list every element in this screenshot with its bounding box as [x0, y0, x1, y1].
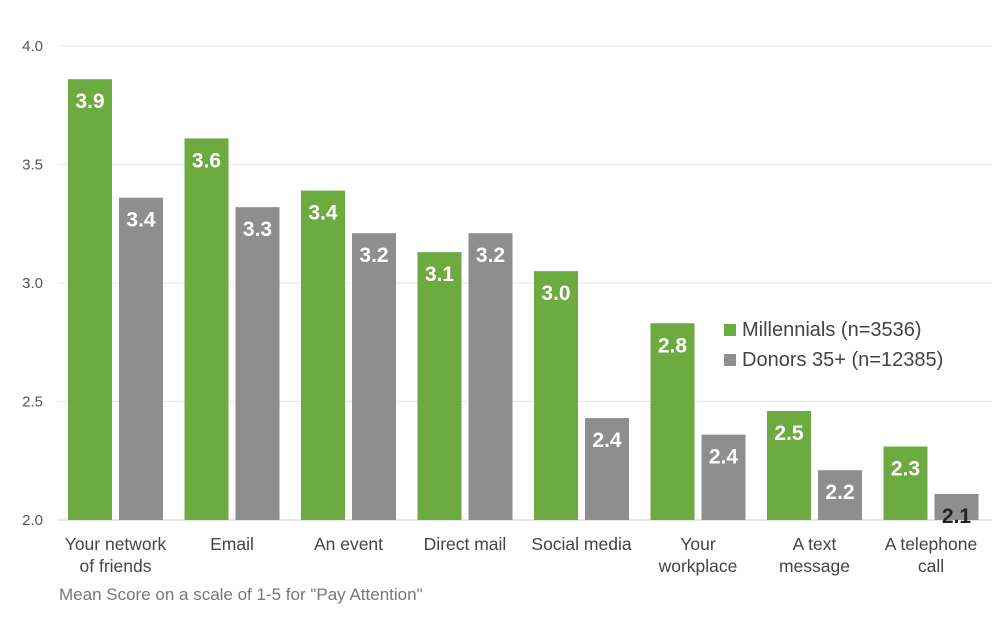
x-tick-label-line: Your: [680, 534, 716, 554]
x-tick-label: Email: [210, 534, 254, 554]
data-label: 3.2: [476, 244, 505, 267]
data-label: 2.3: [891, 458, 920, 481]
x-tick-label: A telephone call: [885, 534, 977, 576]
legend-label: Millennials (n=3536): [742, 319, 922, 341]
y-tick-label: 4.0: [22, 38, 43, 55]
x-tick-label-line: workplace: [658, 556, 738, 576]
data-label: 2.4: [709, 446, 739, 469]
x-tick-label-line: An event: [314, 534, 383, 554]
data-label: 2.8: [658, 334, 688, 357]
data-label: 3.6: [192, 149, 221, 172]
bar: [767, 410, 811, 520]
bar: [352, 233, 396, 521]
x-tick-label: Your workplace: [658, 534, 738, 576]
x-tick-label-line: A text: [793, 534, 837, 554]
data-label: 2.4: [592, 429, 622, 452]
y-tick-label: 2.0: [22, 512, 43, 529]
bar: [417, 252, 462, 520]
data-label: 3.3: [243, 218, 272, 241]
y-tick-label: 3.0: [22, 275, 43, 292]
x-tick-label-line: Your network: [65, 534, 167, 554]
x-tick-label-line: call: [918, 556, 944, 576]
bar: [818, 470, 862, 520]
bar: [585, 418, 629, 520]
x-tick-label-line: Social media: [531, 534, 631, 554]
x-tick-label-line: message: [779, 556, 850, 576]
data-label: 3.0: [541, 282, 570, 305]
x-tick-label-line: Direct mail: [424, 534, 507, 554]
bar: [650, 323, 695, 520]
bar: [68, 79, 112, 521]
bar: [235, 207, 280, 520]
x-tick-label-line: of friends: [80, 556, 152, 576]
bar: [534, 271, 578, 520]
data-label: 3.2: [359, 244, 388, 267]
bar: [934, 493, 979, 520]
x-tick-label-line: Email: [210, 534, 254, 554]
bar: [701, 434, 746, 520]
bar: [468, 233, 513, 521]
data-label: 2.1: [942, 505, 972, 528]
bar: [301, 190, 345, 520]
y-tick-label: 2.5: [22, 394, 43, 411]
x-tick-label-line: A telephone: [885, 534, 977, 554]
x-tick-label: Your network of friends: [65, 534, 167, 576]
legend-swatch: [724, 354, 736, 366]
x-tick-label: A text message: [779, 534, 850, 576]
x-tick-label: Social media: [531, 534, 631, 554]
legend-swatch: [724, 324, 736, 336]
data-label: 3.4: [126, 209, 156, 232]
data-label: 2.5: [774, 422, 804, 445]
y-tick-label: 3.5: [22, 157, 43, 174]
x-tick-label: Direct mail: [424, 534, 507, 554]
data-label: 3.1: [425, 263, 455, 286]
chart-caption: Mean Score on a scale of 1-5 for "Pay At…: [59, 585, 423, 604]
legend-label: Donors 35+ (n=12385): [742, 349, 943, 371]
data-label: 2.2: [825, 481, 854, 504]
bar: [883, 446, 928, 520]
bar: [119, 197, 163, 520]
data-label: 3.4: [308, 202, 338, 225]
x-tick-label: An event: [314, 534, 383, 554]
data-label: 3.9: [75, 90, 104, 113]
bar: [184, 138, 229, 520]
